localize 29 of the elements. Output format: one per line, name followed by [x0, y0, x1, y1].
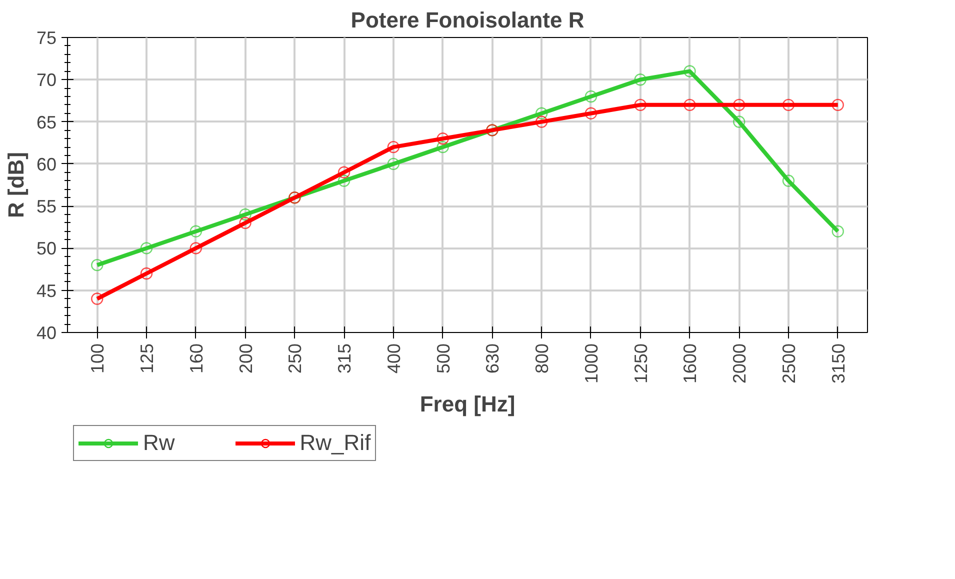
y-tick-label: 50 — [36, 238, 57, 259]
x-tick-label: 1250 — [630, 343, 651, 384]
legend-label: Rw_Rif — [300, 430, 371, 456]
x-tick-label: 2500 — [778, 343, 799, 384]
x-tick-label: 250 — [285, 343, 306, 374]
x-tick-label: 800 — [532, 343, 552, 374]
x-tick-label: 100 — [88, 343, 108, 374]
x-tick-label: 500 — [433, 343, 454, 374]
x-tick-label: 200 — [236, 343, 256, 374]
x-tick-label: 1600 — [680, 343, 700, 384]
chart-title: Potere Fonoisolante R — [350, 8, 584, 32]
y-tick-label: 40 — [36, 323, 57, 343]
x-tick-label: 1000 — [581, 343, 602, 384]
legend-label: Rw — [143, 430, 175, 456]
y-tick-label: 45 — [36, 280, 57, 301]
y-tick-label: 70 — [36, 70, 57, 90]
y-axis-title: R [dB] — [3, 152, 28, 218]
x-tick-label: 400 — [384, 343, 404, 374]
y-tick-label: 65 — [36, 112, 57, 132]
x-tick-label: 3150 — [828, 343, 848, 384]
x-tick-label: 160 — [186, 343, 206, 374]
y-tick-label: 60 — [36, 154, 57, 174]
x-axis-title: Freq [Hz] — [420, 392, 516, 417]
x-tick-label: 2000 — [730, 343, 750, 384]
x-tick-label: 315 — [334, 343, 355, 374]
y-tick-label: 75 — [36, 28, 57, 48]
y-tick-label: 55 — [36, 196, 57, 217]
x-tick-label: 125 — [137, 343, 158, 374]
x-tick-label: 630 — [482, 343, 503, 374]
